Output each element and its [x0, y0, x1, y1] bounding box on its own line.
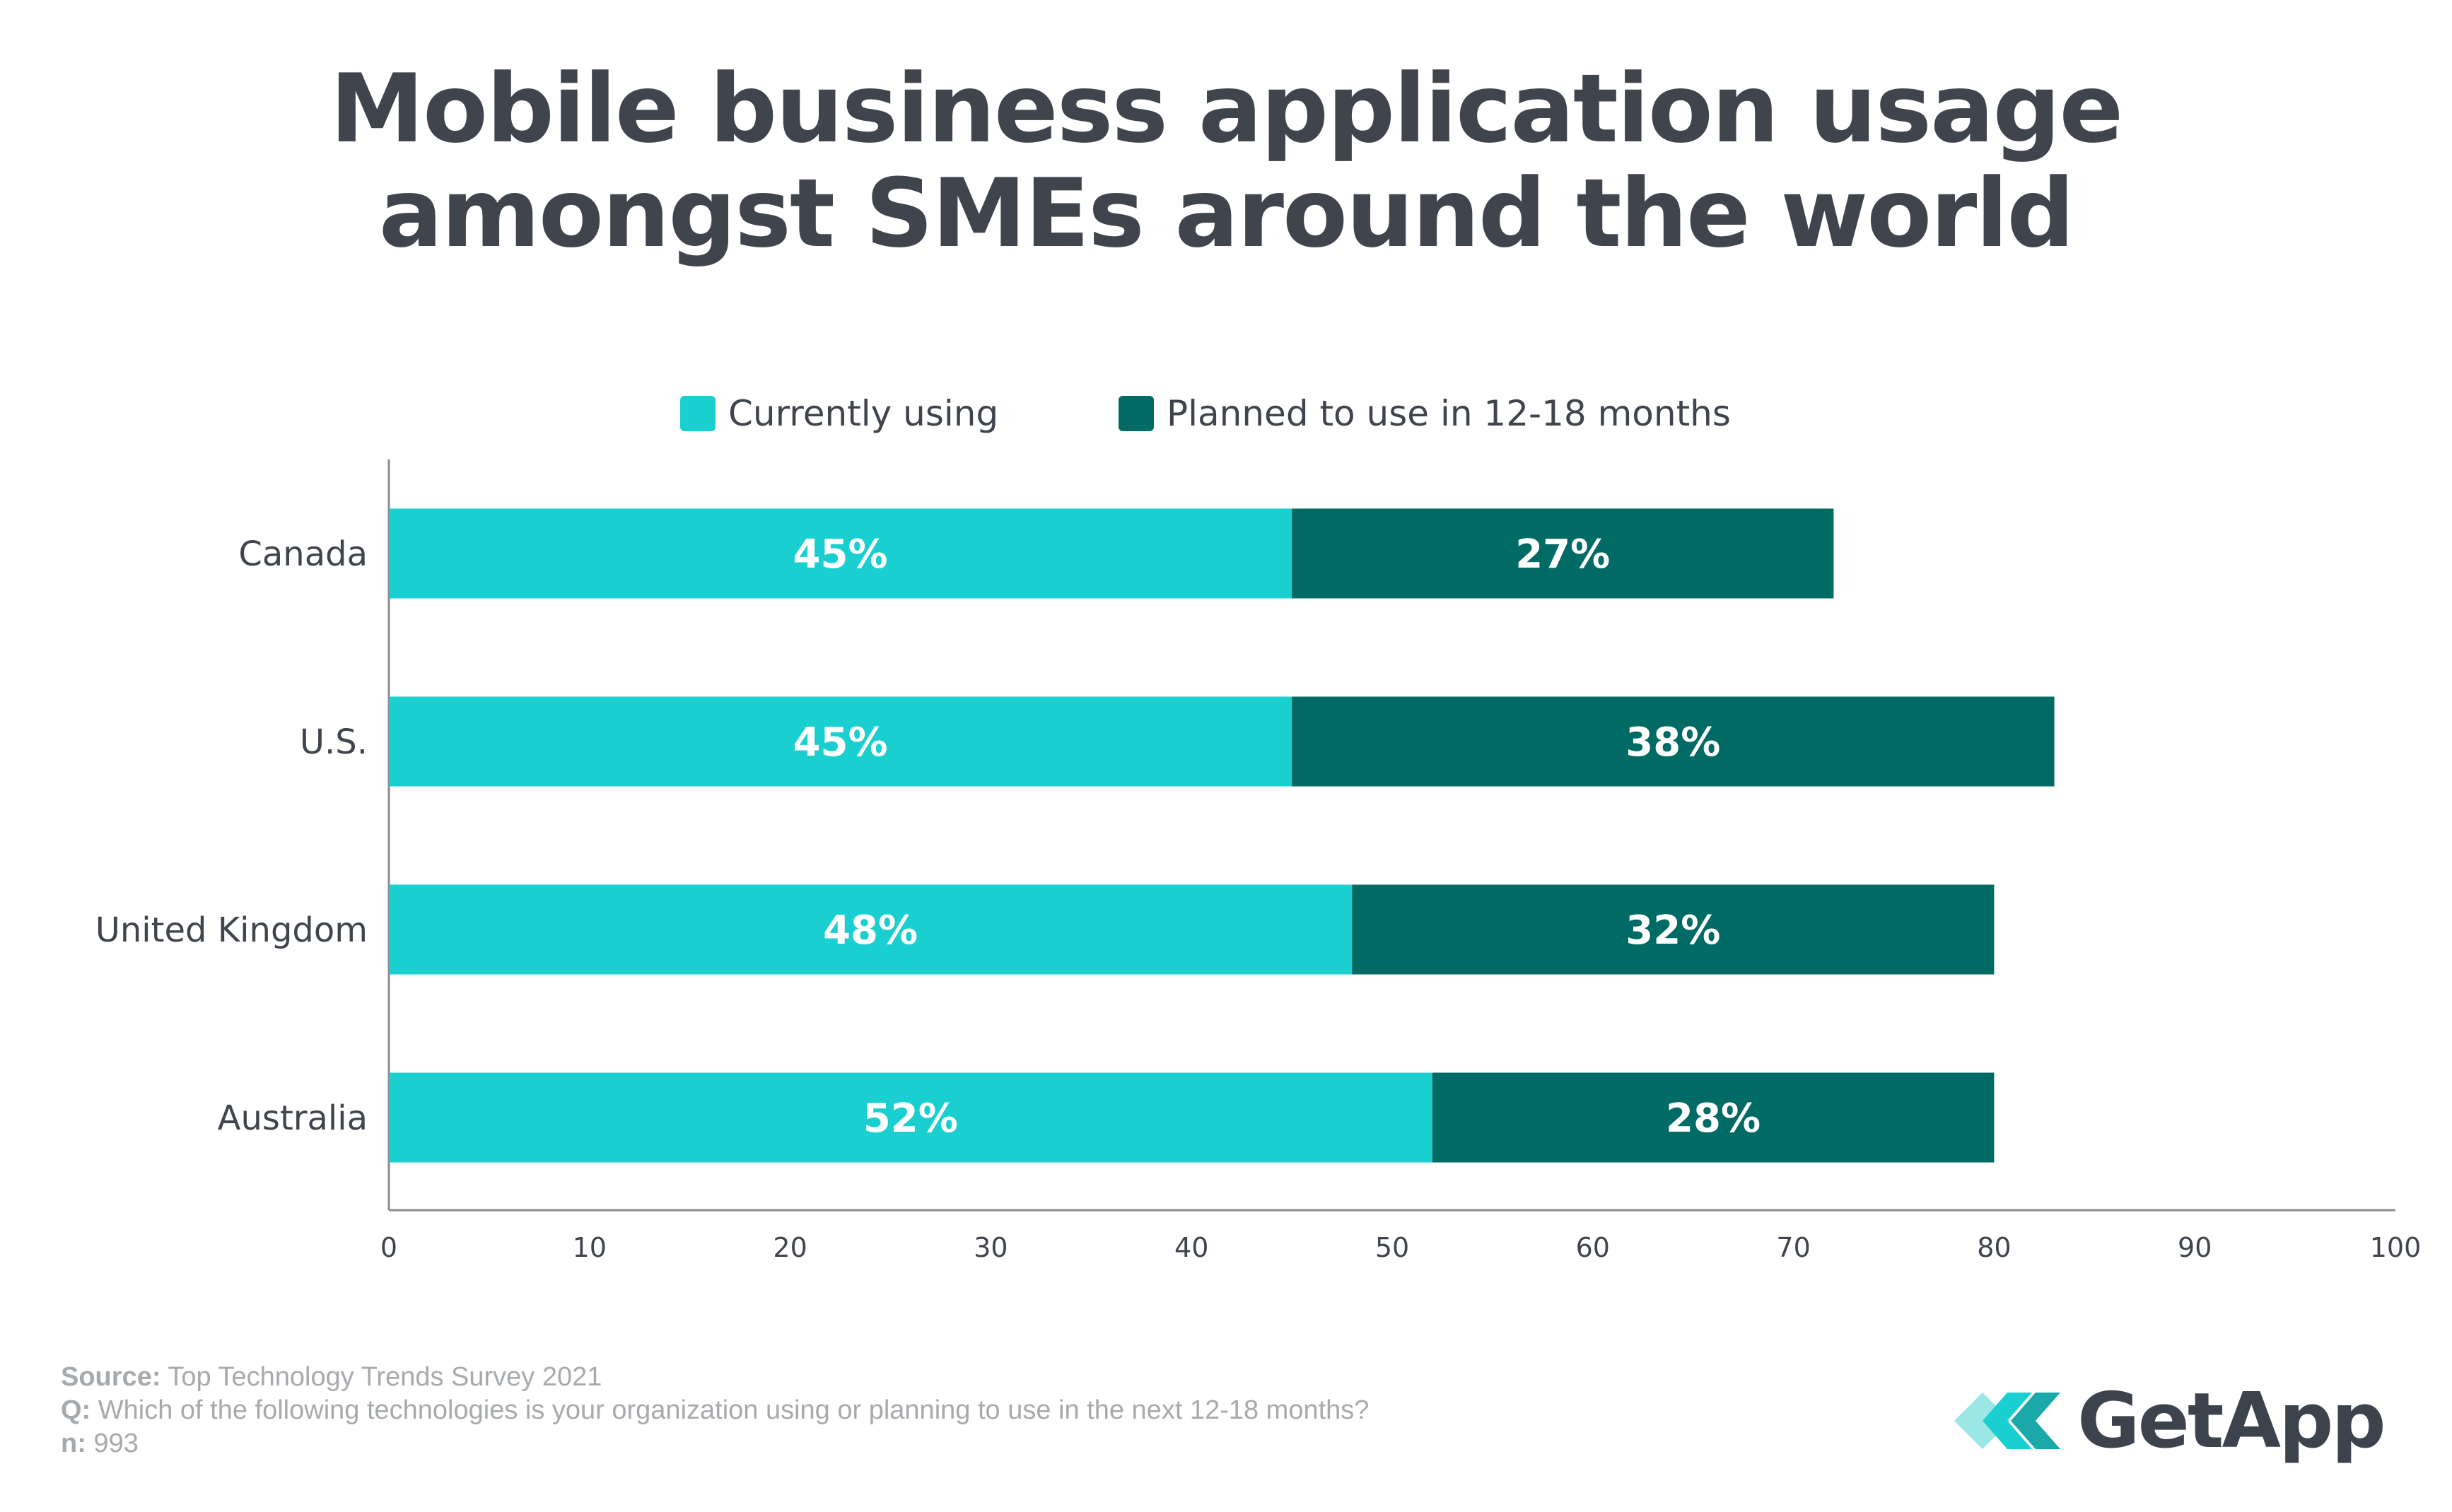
getapp-chevron-icon	[1954, 1393, 2060, 1449]
data-label: 45%	[793, 532, 888, 578]
legend-item-currently-using: Currently using	[680, 393, 998, 434]
data-label: 28%	[1666, 1096, 1761, 1142]
x-tick-label: 10	[573, 1232, 607, 1263]
footer-source: Source: Top Technology Trends Survey 202…	[61, 1361, 1369, 1394]
footer-question: Q: Which of the following technologies i…	[61, 1394, 1369, 1427]
data-label: 45%	[793, 720, 888, 766]
data-label: 32%	[1625, 908, 1720, 954]
bar-segment	[1432, 1072, 1995, 1163]
category-label: Australia	[218, 1098, 368, 1138]
legend-swatch-planned	[1119, 396, 1154, 431]
footer-notes: Source: Top Technology Trends Survey 202…	[61, 1361, 1369, 1460]
x-tick-label: 20	[773, 1232, 807, 1263]
data-label: 48%	[823, 908, 918, 954]
category-label: United Kingdom	[95, 910, 368, 950]
data-label: 27%	[1515, 532, 1610, 578]
footer-q-label: Q:	[61, 1395, 91, 1425]
title-line-1: Mobile business application usage	[329, 54, 2124, 164]
getapp-logo: GetApp	[1954, 1376, 2386, 1465]
x-tick-label: 60	[1576, 1232, 1610, 1263]
bar-segment	[389, 696, 1292, 787]
bar-segment	[389, 884, 1353, 975]
x-tick-label: 80	[1977, 1232, 2011, 1263]
x-tick-label: 100	[2370, 1232, 2422, 1263]
x-tick-label: 0	[380, 1232, 397, 1263]
category-label: Canada	[238, 534, 368, 574]
footer-n-label: n:	[61, 1429, 86, 1458]
footer-q-text: Which of the following technologies is y…	[91, 1395, 1370, 1425]
footer-source-text: Top Technology Trends Survey 2021	[160, 1362, 602, 1392]
x-tick-label: 40	[1174, 1232, 1208, 1263]
footer-sample: n: 993	[61, 1427, 1369, 1460]
category-label: U.S.	[300, 722, 368, 762]
getapp-logo-text: GetApp	[2077, 1376, 2386, 1465]
title-line-2: amongst SMEs around the world	[378, 158, 2074, 269]
x-tick-label: 30	[974, 1232, 1008, 1263]
legend-label-planned: Planned to use in 12-18 months	[1167, 393, 1731, 434]
x-tick-label: 70	[1776, 1232, 1810, 1263]
legend-label-currently-using: Currently using	[728, 393, 999, 434]
legend: Currently using Planned to use in 12-18 …	[0, 387, 2452, 437]
bar-segment	[1352, 884, 1995, 975]
chart-title: Mobile business application usage amongs…	[0, 57, 2452, 266]
data-label: 38%	[1625, 720, 1720, 766]
footer-n-text: 993	[86, 1429, 139, 1458]
x-tick-label: 50	[1375, 1232, 1409, 1263]
data-label: 52%	[863, 1096, 958, 1142]
bar-segment	[389, 1072, 1432, 1163]
bar-segment	[389, 508, 1292, 599]
bar-segment	[1292, 508, 1834, 599]
x-tick-label: 90	[2178, 1232, 2212, 1263]
legend-item-planned: Planned to use in 12-18 months	[1119, 393, 1731, 434]
footer-source-label: Source:	[61, 1362, 161, 1392]
bar-segment	[1292, 696, 2055, 787]
legend-swatch-currently-using	[680, 396, 716, 431]
